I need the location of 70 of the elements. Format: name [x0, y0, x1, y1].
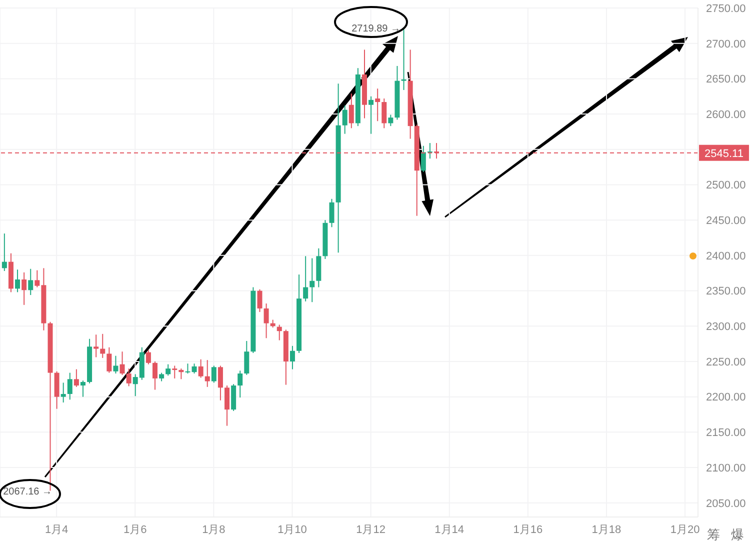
- candlestick: [120, 351, 125, 376]
- candlestick: [303, 256, 308, 302]
- x-tick-label: 1月4: [44, 524, 68, 536]
- candlestick: [94, 334, 99, 358]
- candlestick: [126, 368, 132, 387]
- y-tick-label: 2050.00: [706, 498, 746, 510]
- y-tick-label: 2200.00: [706, 392, 746, 404]
- candlestick: [368, 96, 374, 134]
- x-tick-label: 1月10: [278, 524, 307, 536]
- candlestick: [80, 380, 86, 398]
- y-tick-label: 2500.00: [706, 180, 746, 192]
- candlestick: [178, 368, 184, 380]
- y-tick-label: 2100.00: [706, 462, 746, 474]
- candlestick: [146, 350, 151, 365]
- x-tick-label: 1月18: [592, 524, 622, 536]
- candlestick: [113, 355, 118, 374]
- candlestick: [238, 370, 243, 398]
- candlestick: [290, 345, 295, 370]
- candlestick: [310, 258, 315, 303]
- candlestick: [257, 288, 262, 312]
- ref-line-label: 2545.11: [704, 148, 744, 160]
- candlestick: [375, 88, 380, 122]
- candlestick: [60, 382, 66, 403]
- candlestick: [329, 198, 334, 228]
- x-tick-label: 1月14: [434, 524, 464, 536]
- candlestick: [204, 360, 210, 388]
- candlestick: [74, 368, 79, 388]
- candlestick: [185, 363, 190, 374]
- candlestick: [218, 365, 223, 401]
- candlestick: [15, 269, 20, 293]
- candlestick: [342, 105, 348, 134]
- candlestick: [100, 333, 106, 358]
- candlestick: [192, 363, 197, 374]
- annotation: 2067.16 →: [3, 486, 52, 498]
- candlestick: [198, 358, 204, 378]
- y-tick-label: 2300.00: [706, 321, 746, 334]
- annotation: 2719.89 →: [352, 23, 401, 34]
- y-tick-label: 2150.00: [706, 427, 746, 440]
- candlestick: [224, 385, 230, 426]
- candlestick: [264, 303, 269, 339]
- candlestick: [172, 365, 178, 379]
- candlestick: [22, 272, 27, 306]
- candlestick: [67, 372, 72, 400]
- candlestick: [2, 233, 7, 272]
- text: 筹: [707, 526, 720, 544]
- x-tick-label: 1月16: [513, 524, 543, 536]
- x-tick-label: 1月8: [202, 524, 226, 536]
- candlestick: [166, 364, 171, 376]
- candlestick: [401, 28, 406, 91]
- y-tick-label: 2250.00: [706, 356, 746, 368]
- candlestick: [348, 93, 354, 129]
- candlestick: [28, 268, 34, 296]
- candlestick: [211, 365, 216, 384]
- y-tick-label: 2350.00: [706, 286, 746, 298]
- text: 爆: [731, 526, 744, 544]
- y-tick-label: 2700.00: [706, 38, 746, 50]
- x-tick-label: 1月12: [356, 524, 386, 536]
- y-tick-label: 2650.00: [706, 74, 746, 86]
- y-tick-label: 2400.00: [706, 250, 746, 262]
- candlestick: [244, 340, 250, 376]
- candlestick: [388, 114, 394, 127]
- y-tick-label: 2450.00: [706, 214, 746, 227]
- candlestick: [106, 346, 112, 374]
- candlestick: [152, 360, 158, 390]
- x-tick-label: 1月20: [670, 524, 700, 536]
- candlestick: [382, 98, 387, 129]
- candlestick: [276, 324, 282, 341]
- y-tick-label: 2750.00: [706, 2, 746, 15]
- y-tick-label: 2600.00: [706, 108, 746, 121]
- x-tick-label: 1月6: [124, 524, 147, 536]
